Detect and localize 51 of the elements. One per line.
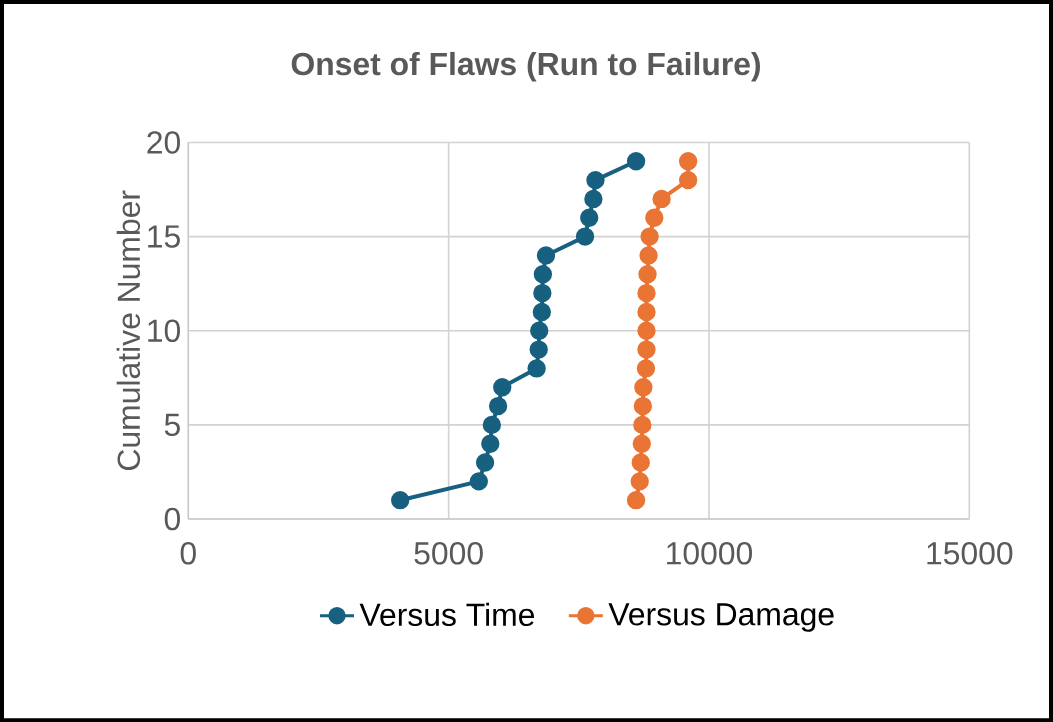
point	[626, 152, 646, 171]
chart-title: Onset of Flaws (Run to Failure)	[291, 51, 760, 82]
point	[586, 170, 605, 190]
point	[626, 490, 646, 510]
point	[639, 246, 658, 265]
point	[633, 415, 652, 434]
point	[631, 453, 650, 472]
point	[532, 302, 551, 321]
point	[391, 490, 410, 510]
y-tick-label: 0	[164, 507, 180, 531]
point	[530, 321, 549, 340]
point	[645, 208, 664, 227]
y-tick-label: 10	[148, 319, 180, 342]
point	[482, 415, 502, 434]
point	[638, 264, 657, 284]
point	[488, 396, 508, 416]
point	[536, 246, 556, 265]
y-tick-label: 5	[164, 413, 180, 436]
point	[493, 377, 512, 397]
point	[634, 377, 653, 397]
y-tick-label: 20	[147, 131, 180, 154]
point	[475, 453, 495, 472]
point	[678, 152, 698, 171]
y-axis-title: Cumulative Number	[116, 190, 141, 470]
point	[640, 227, 659, 246]
x-tick-label: 15000	[927, 541, 1013, 565]
point	[637, 340, 656, 359]
point	[533, 283, 552, 303]
point	[533, 264, 553, 284]
point	[678, 170, 698, 190]
point	[632, 434, 651, 453]
point	[637, 283, 656, 303]
point	[633, 396, 653, 416]
legend-label: Versus Damage	[608, 603, 834, 632]
point	[637, 302, 656, 321]
x-tick-label: 0	[180, 541, 196, 565]
point	[630, 472, 649, 491]
x-tick-label: 5000	[414, 541, 483, 565]
point	[481, 434, 500, 453]
legend-label: Versus Time	[359, 602, 535, 626]
point	[637, 321, 656, 340]
point	[580, 208, 599, 227]
point	[584, 189, 603, 208]
point	[529, 340, 548, 359]
point	[469, 472, 488, 491]
point	[527, 359, 546, 378]
y-tick-label: 15	[148, 225, 180, 248]
point	[575, 227, 595, 246]
x-tick-label: 10000	[667, 541, 753, 565]
point	[636, 359, 656, 378]
point	[652, 189, 671, 208]
